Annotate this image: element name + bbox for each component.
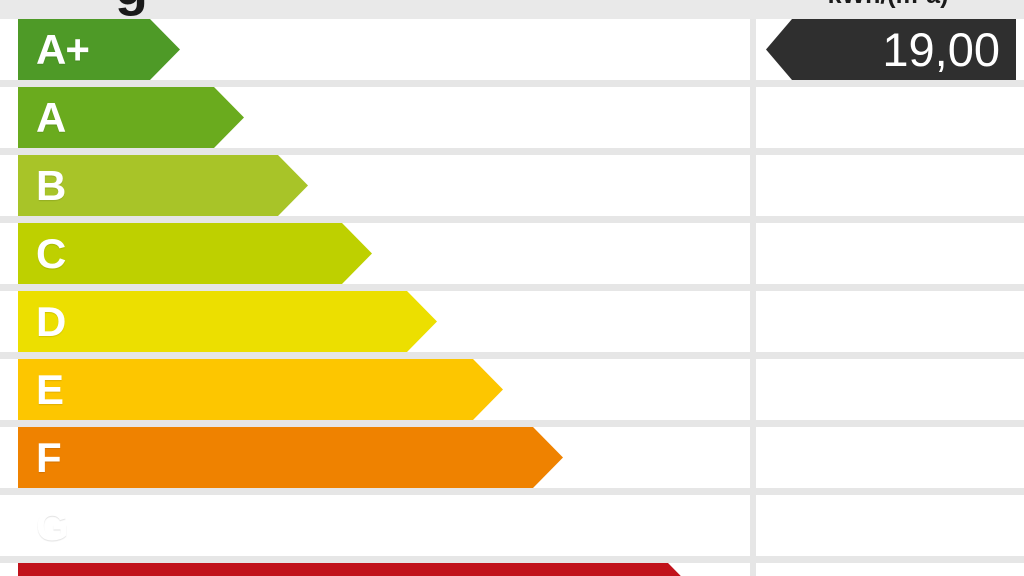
row-separator — [0, 488, 1024, 495]
efficiency-class-letter: A — [36, 93, 67, 141]
efficiency-class-bar-b: B — [18, 155, 308, 216]
efficiency-class-bar-a-plus: A+ — [18, 19, 180, 80]
efficiency-class-bar-d: D — [18, 291, 437, 352]
efficiency-class-letter: G — [36, 501, 69, 549]
efficiency-class-bar-a: A — [18, 87, 244, 148]
row-separator — [0, 216, 1024, 223]
energy-value-marker: 19,00 — [766, 19, 1016, 80]
energy-value-text: 19,00 — [882, 23, 1000, 76]
efficiency-class-bar-g: G — [18, 495, 630, 556]
row-separator — [0, 80, 1024, 87]
energy-unit-label: kWh/(m²a) — [752, 0, 1024, 8]
scale-row — [0, 495, 1024, 563]
efficiency-class-letter: C — [36, 229, 67, 277]
efficiency-class-bar-f: F — [18, 427, 563, 488]
efficiency-class-bar-h: H — [18, 563, 698, 576]
column-divider — [750, 19, 756, 576]
efficiency-class-letter: A+ — [36, 25, 89, 73]
efficiency-class-letter: B — [36, 161, 67, 209]
efficiency-class-letter: D — [36, 297, 67, 345]
efficiency-class-letter: F — [36, 433, 62, 481]
row-separator — [0, 420, 1024, 427]
efficiency-class-letter: E — [36, 365, 65, 413]
efficiency-class-letter: H — [36, 573, 66, 576]
row-separator — [0, 284, 1024, 291]
header-title-clipped: g — [115, 0, 148, 14]
efficiency-class-bar-e: E — [18, 359, 503, 420]
row-separator — [0, 148, 1024, 155]
row-separator — [0, 556, 1024, 563]
efficiency-class-bar-c: C — [18, 223, 372, 284]
label-header-strip: g kWh/(m²a) — [0, 0, 1024, 19]
row-separator — [0, 352, 1024, 359]
